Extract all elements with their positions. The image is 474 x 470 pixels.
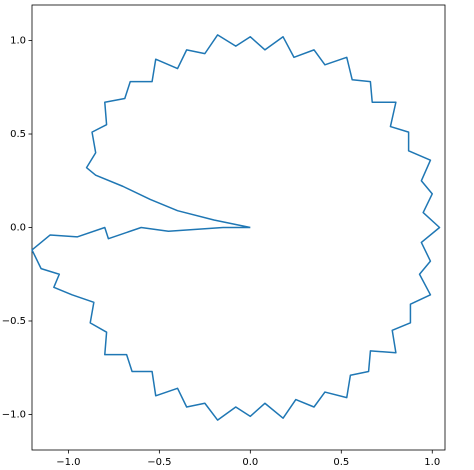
x-tick-label: 0.0 xyxy=(242,457,258,468)
x-tick-label: −0.5 xyxy=(147,457,171,468)
y-tick-label: −0.5 xyxy=(2,316,26,327)
y-tick-label: 1.0 xyxy=(10,36,26,47)
x-tick-label: 1.0 xyxy=(424,457,440,468)
x-tick-label: −1.0 xyxy=(56,457,80,468)
x-tick-label: 0.5 xyxy=(333,457,349,468)
y-tick-label: 0.5 xyxy=(10,129,26,140)
data-line xyxy=(31,34,441,421)
y-tick-label: −1.0 xyxy=(2,409,26,420)
y-tick-label: 0.0 xyxy=(10,223,26,234)
